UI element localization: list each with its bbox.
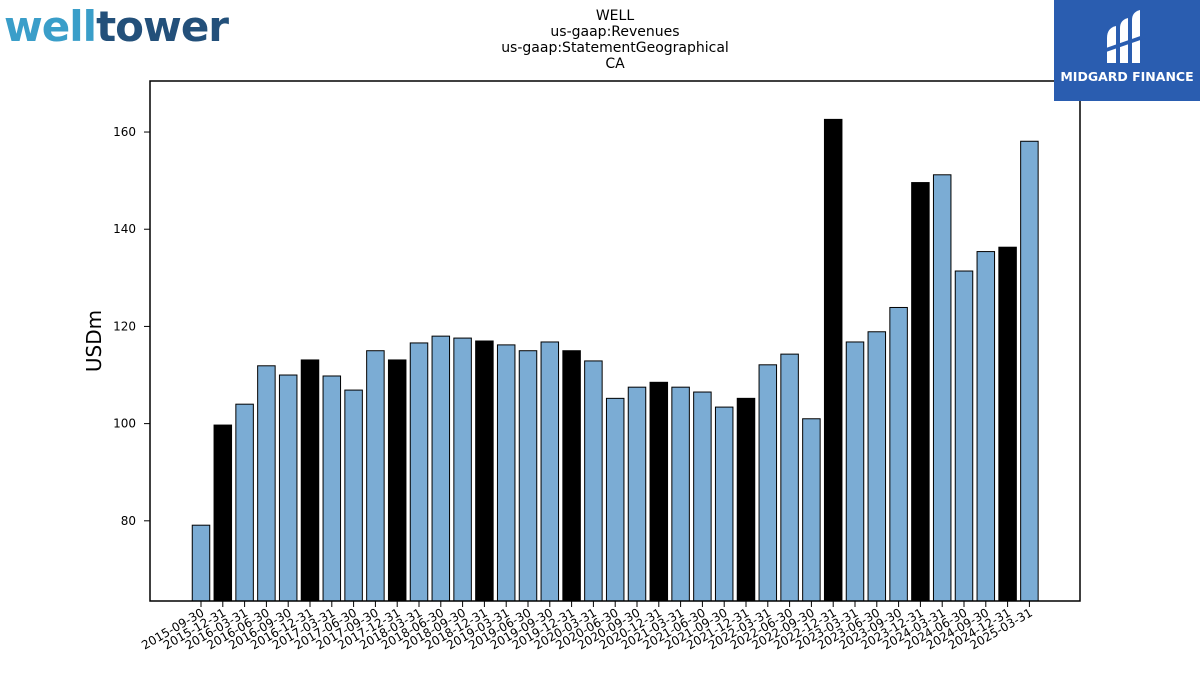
bar [823, 118, 843, 602]
bar [409, 342, 429, 602]
bar [889, 306, 908, 602]
bar [344, 389, 363, 602]
bar [366, 350, 385, 602]
bar [278, 374, 298, 602]
x-axis-ticks: 2015-09-302015-12-312016-03-312016-06-30… [139, 601, 1035, 652]
bar [867, 331, 887, 602]
bar [976, 251, 996, 602]
bar [540, 341, 560, 602]
chart-title-line: us-gaap:StatementGeographical [501, 40, 729, 56]
bar [453, 337, 472, 602]
y-axis-ticks: 80 100 120 140 160 [113, 125, 150, 528]
y-tick-label: 160 [113, 125, 136, 139]
welltower-logo: welltower [4, 2, 229, 51]
bar [758, 364, 778, 602]
chart-title: WELLus-gaap:Revenuesus-gaap:StatementGeo… [501, 8, 729, 72]
bar [562, 350, 581, 602]
bar [518, 350, 538, 602]
bar [845, 341, 865, 602]
bar [235, 403, 254, 602]
chart-title-line: us-gaap:Revenues [550, 24, 679, 40]
bar [257, 365, 276, 602]
bar [714, 406, 734, 602]
bar [649, 381, 669, 602]
chart-title-line: CA [605, 56, 625, 72]
bar [954, 270, 974, 602]
bar [300, 359, 320, 602]
y-tick-label: 80 [121, 514, 136, 528]
bar [998, 246, 1017, 602]
bar [322, 375, 342, 602]
bar [475, 340, 494, 602]
bar [605, 397, 625, 602]
bar [496, 344, 516, 602]
bars [191, 118, 1039, 602]
bar [191, 524, 211, 602]
bar [387, 359, 407, 602]
midgard-finance-logo: MIDGARD FINANCE [1054, 0, 1200, 101]
bar [1020, 140, 1039, 602]
y-tick-label: 100 [113, 417, 136, 431]
bar [671, 386, 690, 602]
y-tick-label: 140 [113, 222, 136, 236]
bar [693, 391, 712, 602]
bar [584, 360, 603, 602]
chart-title-line: WELL [596, 8, 634, 24]
midgard-logo-text: MIDGARD FINANCE [1060, 69, 1194, 84]
y-axis-label: USDm [82, 310, 106, 372]
y-tick-label: 120 [113, 319, 136, 333]
bar [780, 353, 799, 602]
midgard-logo-mark-icon [1106, 10, 1146, 63]
bar [431, 335, 451, 602]
bar [627, 386, 647, 602]
bar [213, 424, 233, 602]
bar [911, 182, 930, 602]
bar [802, 418, 821, 602]
bar [932, 174, 952, 602]
bar [736, 397, 756, 602]
